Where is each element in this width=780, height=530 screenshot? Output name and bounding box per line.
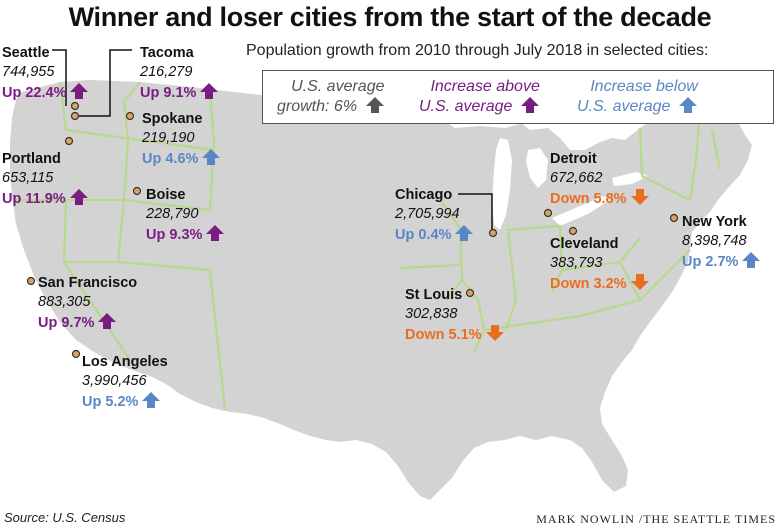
legend-below-line2: U.S. average <box>577 98 671 115</box>
city-change: Up 22.4% <box>2 85 67 101</box>
city-population: 883,305 <box>38 294 91 310</box>
city-population: 383,793 <box>550 255 603 271</box>
city-population: 228,790 <box>146 206 199 222</box>
city-population: 8,398,748 <box>682 233 747 249</box>
city-change: Up 5.2% <box>82 394 139 410</box>
city-population: 744,955 <box>2 64 55 80</box>
map-subtitle: Population growth from 2010 through July… <box>246 42 709 59</box>
san-francisco-label: San Francisco 883,305 Up 9.7% <box>38 274 137 333</box>
down-arrow-icon <box>485 325 504 341</box>
legend-below-line1: Increase below <box>590 78 698 95</box>
lake-michigan <box>492 138 512 230</box>
city-change: Down 3.2% <box>550 276 627 292</box>
city-name: Boise <box>146 187 186 203</box>
source-note: Source: U.S. Census <box>4 510 126 525</box>
city-name: Detroit <box>550 151 597 167</box>
legend-above-line2: U.S. average <box>419 98 513 115</box>
city-change: Down 5.1% <box>405 327 482 343</box>
city-change: Up 2.7% <box>682 254 739 270</box>
city-name: Portland <box>2 151 61 167</box>
city-population: 2,705,994 <box>395 206 460 222</box>
city-name: Chicago <box>395 187 453 203</box>
cleveland-label: Cleveland 383,793 Down 3.2% <box>550 235 650 294</box>
city-population: 653,115 <box>2 170 54 186</box>
up-arrow-icon <box>142 392 161 408</box>
down-arrow-icon <box>630 274 649 290</box>
city-change: Up 9.7% <box>38 315 95 331</box>
map-title: Winner and loser cities from the start o… <box>68 2 712 32</box>
legend-above-line1: Increase above <box>430 78 540 95</box>
city-name: New York <box>682 214 747 230</box>
city-name: Cleveland <box>550 236 619 252</box>
detroit-label: Detroit 672,662 Down 5.8% <box>550 150 650 209</box>
up-arrow-icon <box>69 189 88 205</box>
city-name: San Francisco <box>38 275 138 291</box>
city-name: Tacoma <box>140 45 194 61</box>
legend-below: Increase below U.S. average <box>577 77 698 116</box>
up-arrow-icon <box>206 225 225 241</box>
spokane-label: Spokane 219,190 Up 4.6% <box>142 110 221 169</box>
boise-label: Boise 228,790 Up 9.3% <box>146 186 225 245</box>
lake-erie <box>552 196 610 226</box>
legend-average-line2: growth: 6% <box>277 98 358 115</box>
credit-line: MARK NOWLIN /THE SEATTLE TIMES <box>536 512 776 526</box>
city-change: Up 11.9% <box>2 191 66 207</box>
up-arrow-icon <box>70 83 89 99</box>
city-name: Los Angeles <box>82 354 168 370</box>
up-arrow-icon <box>742 252 761 268</box>
city-name: Spokane <box>142 111 203 127</box>
up-arrow-icon <box>98 313 117 329</box>
city-population: 216,279 <box>140 64 193 80</box>
down-arrow-icon <box>630 189 649 205</box>
chicago-label: Chicago 2,705,994 Up 0.4% <box>395 186 474 245</box>
gray-up-arrow-icon <box>365 97 384 113</box>
lake-ontario <box>612 172 648 186</box>
legend-average: U.S. average growth: 6% <box>277 77 385 116</box>
tacoma-label: Tacoma 216,279 Up 9.1% <box>140 44 219 103</box>
city-name: St Louis <box>405 287 463 303</box>
legend-box: U.S. average growth: 6% Increase above U… <box>262 70 774 124</box>
city-change: Up 4.6% <box>142 151 199 167</box>
up-arrow-icon <box>202 149 221 165</box>
up-arrow-icon <box>200 83 219 99</box>
city-change: Down 5.8% <box>550 191 627 207</box>
st-louis-label: St Louis 302,838 Down 5.1% <box>405 286 505 345</box>
los-angeles-label: Los Angeles 3,990,456 Up 5.2% <box>82 353 168 412</box>
blue-up-arrow-icon <box>678 97 697 113</box>
up-arrow-icon <box>455 225 474 241</box>
city-change: Up 0.4% <box>395 227 452 243</box>
city-population: 302,838 <box>405 306 458 322</box>
city-name: Seattle <box>2 45 50 61</box>
seattle-label: Seattle 744,955 Up 22.4% <box>2 44 89 103</box>
legend-average-line1: U.S. average <box>291 78 385 95</box>
city-change: Up 9.3% <box>146 227 203 243</box>
lake-huron <box>526 148 548 188</box>
new-york-label: New York 8,398,748 Up 2.7% <box>682 213 761 272</box>
us-landmass <box>10 80 752 500</box>
purple-up-arrow-icon <box>520 97 539 113</box>
portland-label: Portland 653,115 Up 11.9% <box>2 150 89 209</box>
city-population: 219,190 <box>142 130 195 146</box>
city-change: Up 9.1% <box>140 85 197 101</box>
city-population: 672,662 <box>550 170 603 186</box>
legend-above: Increase above U.S. average <box>419 77 540 116</box>
city-population: 3,990,456 <box>82 373 147 389</box>
